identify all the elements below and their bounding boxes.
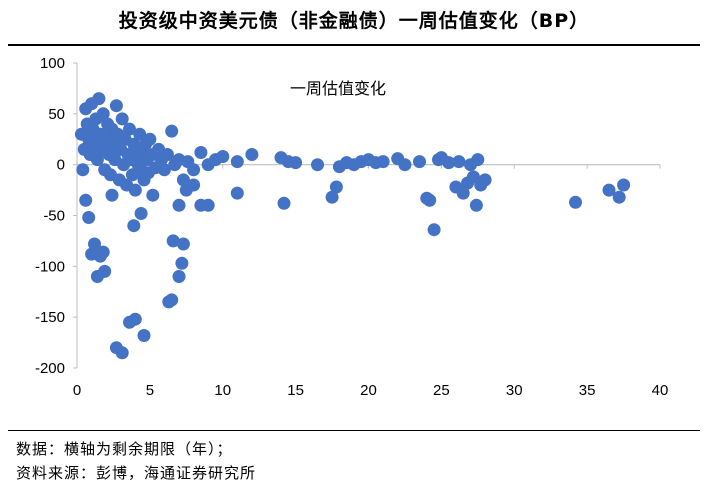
data-point bbox=[423, 193, 437, 207]
x-tick-label: 35 bbox=[579, 382, 596, 399]
data-point bbox=[133, 127, 147, 141]
x-tick-label: 30 bbox=[506, 382, 523, 399]
data-point bbox=[471, 153, 485, 167]
data-point bbox=[79, 193, 93, 207]
data-point bbox=[176, 173, 190, 187]
data-point bbox=[376, 155, 390, 169]
y-tick-label: 0 bbox=[57, 157, 65, 174]
data-point bbox=[617, 178, 631, 192]
data-point bbox=[311, 158, 324, 172]
data-point bbox=[128, 312, 142, 326]
chart-title: 投资级中资美元债（非金融债）一周估值变化（BP） bbox=[118, 10, 590, 32]
bottom-rule bbox=[8, 430, 700, 431]
data-point bbox=[134, 207, 148, 220]
y-tick-label: -200 bbox=[35, 360, 65, 377]
data-point bbox=[452, 155, 466, 169]
data-point bbox=[165, 124, 179, 138]
data-point bbox=[115, 112, 129, 126]
x-tick-label: 10 bbox=[214, 382, 231, 399]
data-point bbox=[165, 293, 179, 307]
data-point bbox=[143, 132, 157, 146]
x-tick-label: 20 bbox=[360, 382, 377, 399]
data-point bbox=[469, 198, 483, 212]
data-point bbox=[176, 237, 190, 251]
data-point bbox=[90, 153, 104, 167]
y-tick-label: 100 bbox=[40, 55, 65, 72]
top-rule bbox=[8, 44, 700, 46]
data-point bbox=[76, 163, 90, 177]
data-point bbox=[157, 163, 171, 177]
data-point bbox=[105, 188, 119, 202]
y-tick-label: -50 bbox=[43, 208, 65, 225]
x-tick-label: 0 bbox=[73, 382, 81, 399]
data-point bbox=[230, 155, 244, 169]
data-point bbox=[96, 107, 110, 121]
data-point bbox=[413, 155, 426, 169]
data-point bbox=[146, 188, 160, 202]
data-point bbox=[172, 198, 186, 212]
data-point bbox=[230, 186, 244, 200]
scatter-chart: 100 50 0 -50 -100 -150 -200 0 5 10 15 20 25 30 35 40 一周… bbox=[35, 55, 669, 399]
data-point bbox=[96, 245, 110, 259]
plot-title: 一周估值变化 bbox=[290, 79, 386, 98]
data-point bbox=[277, 196, 291, 210]
x-tick-label: 5 bbox=[146, 382, 154, 399]
data-point bbox=[201, 198, 215, 212]
footnote-data: 数据：横轴为剩余期限（年）； bbox=[16, 440, 233, 458]
data-point bbox=[216, 150, 230, 163]
data-point bbox=[569, 195, 582, 209]
footnote-source: 资料来源：彭博，海通证券研究所 bbox=[16, 464, 257, 482]
data-point bbox=[92, 92, 106, 106]
data-point bbox=[137, 329, 151, 342]
data-point bbox=[478, 173, 492, 187]
x-tick-label: 15 bbox=[287, 382, 304, 399]
data-point bbox=[127, 219, 141, 233]
data-point bbox=[115, 346, 129, 360]
x-tick-label: 40 bbox=[652, 382, 669, 399]
x-tick-label: 25 bbox=[433, 382, 450, 399]
data-point bbox=[602, 183, 616, 197]
y-tick-label: -150 bbox=[35, 309, 65, 326]
data-point bbox=[325, 190, 339, 204]
data-point bbox=[427, 223, 441, 237]
data-point bbox=[456, 186, 470, 200]
data-point bbox=[109, 99, 123, 113]
data-point bbox=[166, 234, 180, 248]
data-point bbox=[128, 183, 142, 197]
data-point bbox=[612, 190, 626, 204]
data-point bbox=[172, 270, 186, 283]
data-point bbox=[442, 156, 456, 170]
data-point bbox=[175, 256, 189, 270]
data-point bbox=[123, 122, 136, 136]
data-point bbox=[187, 178, 201, 192]
data-point bbox=[329, 180, 343, 194]
data-point bbox=[88, 237, 101, 251]
data-points bbox=[74, 92, 631, 360]
y-tick-label: -100 bbox=[35, 258, 65, 275]
data-point bbox=[98, 264, 112, 278]
data-point bbox=[245, 148, 259, 161]
data-point bbox=[187, 163, 201, 177]
y-tick-label: 50 bbox=[48, 106, 65, 123]
data-point bbox=[160, 148, 174, 161]
data-point bbox=[194, 146, 208, 159]
data-point bbox=[398, 158, 412, 172]
data-point bbox=[289, 156, 303, 170]
data-point bbox=[82, 211, 96, 224]
